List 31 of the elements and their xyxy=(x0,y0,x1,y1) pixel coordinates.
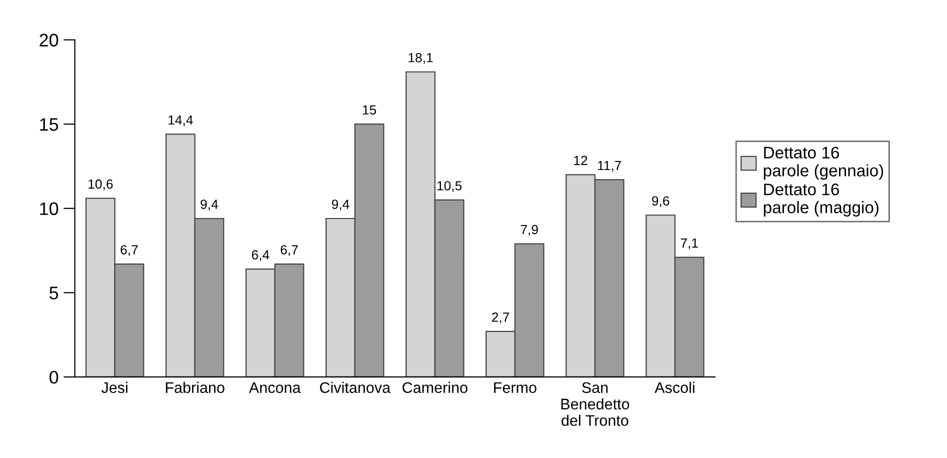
x-tick-label: San Benedetto del Tronto xyxy=(561,382,630,426)
x-tick-label: Ancona xyxy=(248,382,301,394)
data-label: 7,9 xyxy=(520,224,538,236)
data-label: 9,4 xyxy=(200,200,218,211)
data-label: 7,1 xyxy=(680,238,698,250)
data-label: 10,6 xyxy=(88,179,113,190)
data-label: 9,4 xyxy=(332,200,350,211)
x-tick-label: Civitanova xyxy=(320,382,391,394)
y-tick-label: 10 xyxy=(40,202,58,216)
data-label: 15 xyxy=(362,105,376,115)
data-label: 6,4 xyxy=(252,250,270,262)
data-label: 2,7 xyxy=(492,312,510,324)
x-tick-label: Ascoli xyxy=(654,382,694,394)
x-tick-label: Jesi xyxy=(101,382,128,394)
data-label: 6,7 xyxy=(120,245,138,256)
data-label: 18,1 xyxy=(408,52,433,64)
y-tick-label: 20 xyxy=(40,34,58,47)
data-label: 11,7 xyxy=(598,160,622,172)
legend-label: Dettato 16 parole (gennaio) xyxy=(764,146,884,180)
y-tick-label: 0 xyxy=(50,370,58,384)
y-tick-label: 15 xyxy=(40,118,58,131)
x-tick-label: Fermo xyxy=(494,382,536,394)
data-label: 14,4 xyxy=(168,115,193,126)
data-label: 6,7 xyxy=(280,245,298,256)
legend-label: Dettato 16 parole (maggio) xyxy=(764,184,878,217)
y-tick-label: 5 xyxy=(50,286,58,300)
data-label: 12 xyxy=(574,156,588,165)
x-tick-label: Camerino xyxy=(402,382,468,394)
x-tick-label: Fabriano xyxy=(166,382,224,394)
data-label: 9,6 xyxy=(652,196,670,208)
data-label: 10,5 xyxy=(437,181,462,192)
